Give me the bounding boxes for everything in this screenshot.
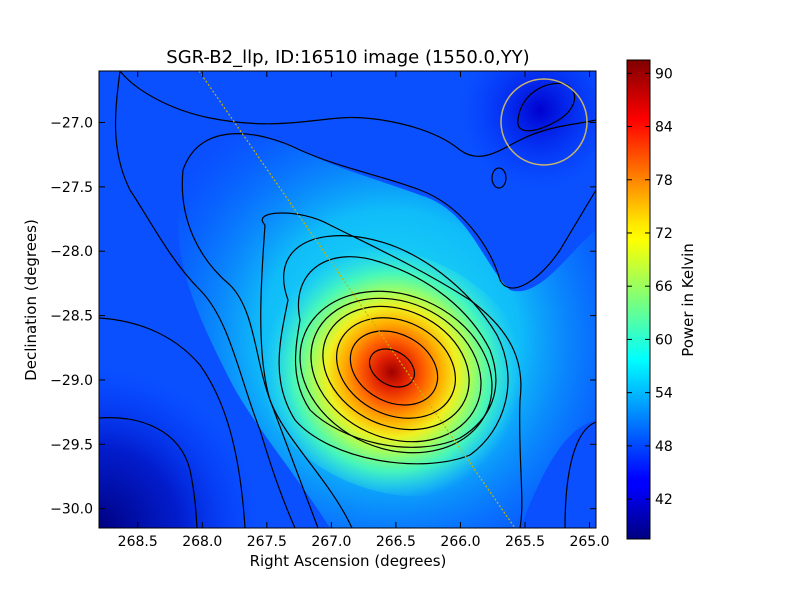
contour-line xyxy=(335,317,457,419)
chart-title: SGR-B2_llp, ID:16510 image (1550.0,YY) xyxy=(166,47,529,68)
colorbar-label: Power in Kelvin xyxy=(679,243,697,357)
contour-line xyxy=(517,82,576,132)
contour-line xyxy=(99,417,198,528)
x-tick-label: 268.5 xyxy=(118,534,158,550)
x-tick-label: 267.0 xyxy=(311,534,351,550)
y-tick-label: −29.0 xyxy=(50,373,93,389)
contour-line xyxy=(299,290,493,454)
x-tick-label: 267.5 xyxy=(247,534,287,550)
y-tick-label: −27.5 xyxy=(50,180,93,196)
x-tick-label: 266.0 xyxy=(440,534,480,550)
x-tick-label: 266.5 xyxy=(376,534,416,550)
x-axis-label: Right Ascension (degrees) xyxy=(250,552,447,570)
colorbar-tick-label: 72 xyxy=(655,226,673,242)
heatmap xyxy=(99,71,596,528)
contour-line xyxy=(368,348,416,388)
y-tick-label: −28.0 xyxy=(50,244,93,260)
colorbar-tick-label: 54 xyxy=(655,386,673,402)
contour-line xyxy=(322,305,470,431)
beam-circle xyxy=(500,78,588,166)
y-tick-label: −27.0 xyxy=(50,115,93,131)
plot-frame xyxy=(98,70,597,529)
galactic-plane-line xyxy=(198,71,516,528)
colorbar-tick-label: 66 xyxy=(655,279,673,295)
contour-line xyxy=(349,330,439,406)
colorbar-tick-label: 60 xyxy=(655,332,673,348)
contour-line xyxy=(181,133,596,528)
hot-spot xyxy=(247,247,537,497)
y-axis: −27.0 −27.5 −28.0 −28.5 −29.0 −29.5 −30.0 xyxy=(50,115,596,518)
colorbar-ticks: 42 48 54 60 66 72 78 84 90 xyxy=(627,66,673,508)
contour-line xyxy=(114,71,596,528)
y-tick-label: −28.5 xyxy=(50,309,93,325)
contour-line xyxy=(99,317,246,528)
x-axis: 268.5 268.0 267.5 267.0 266.5 266.0 265.5 265.0 xyxy=(118,71,610,550)
contour-line xyxy=(278,235,509,465)
colorbar-tick-label: 90 xyxy=(655,66,673,82)
x-tick-label: 265.0 xyxy=(569,534,609,550)
y-tick-label: −29.5 xyxy=(50,437,93,453)
contour-lines xyxy=(99,71,596,528)
colorbar-tick-label: 48 xyxy=(655,439,673,455)
colorbar-tick-label: 84 xyxy=(655,120,673,136)
y-tick-label: −30.0 xyxy=(50,502,93,518)
x-tick-label: 265.5 xyxy=(505,534,545,550)
y-axis-label: Declination (degrees) xyxy=(22,219,40,381)
colorbar xyxy=(626,59,651,540)
contour-line xyxy=(564,421,596,528)
x-tick-label: 268.0 xyxy=(182,534,222,550)
colorbar-tick-label: 42 xyxy=(655,492,673,508)
contour-line xyxy=(310,297,482,443)
contour-line xyxy=(295,256,497,448)
contour-line xyxy=(491,167,507,189)
colorbar-tick-label: 78 xyxy=(655,173,673,189)
